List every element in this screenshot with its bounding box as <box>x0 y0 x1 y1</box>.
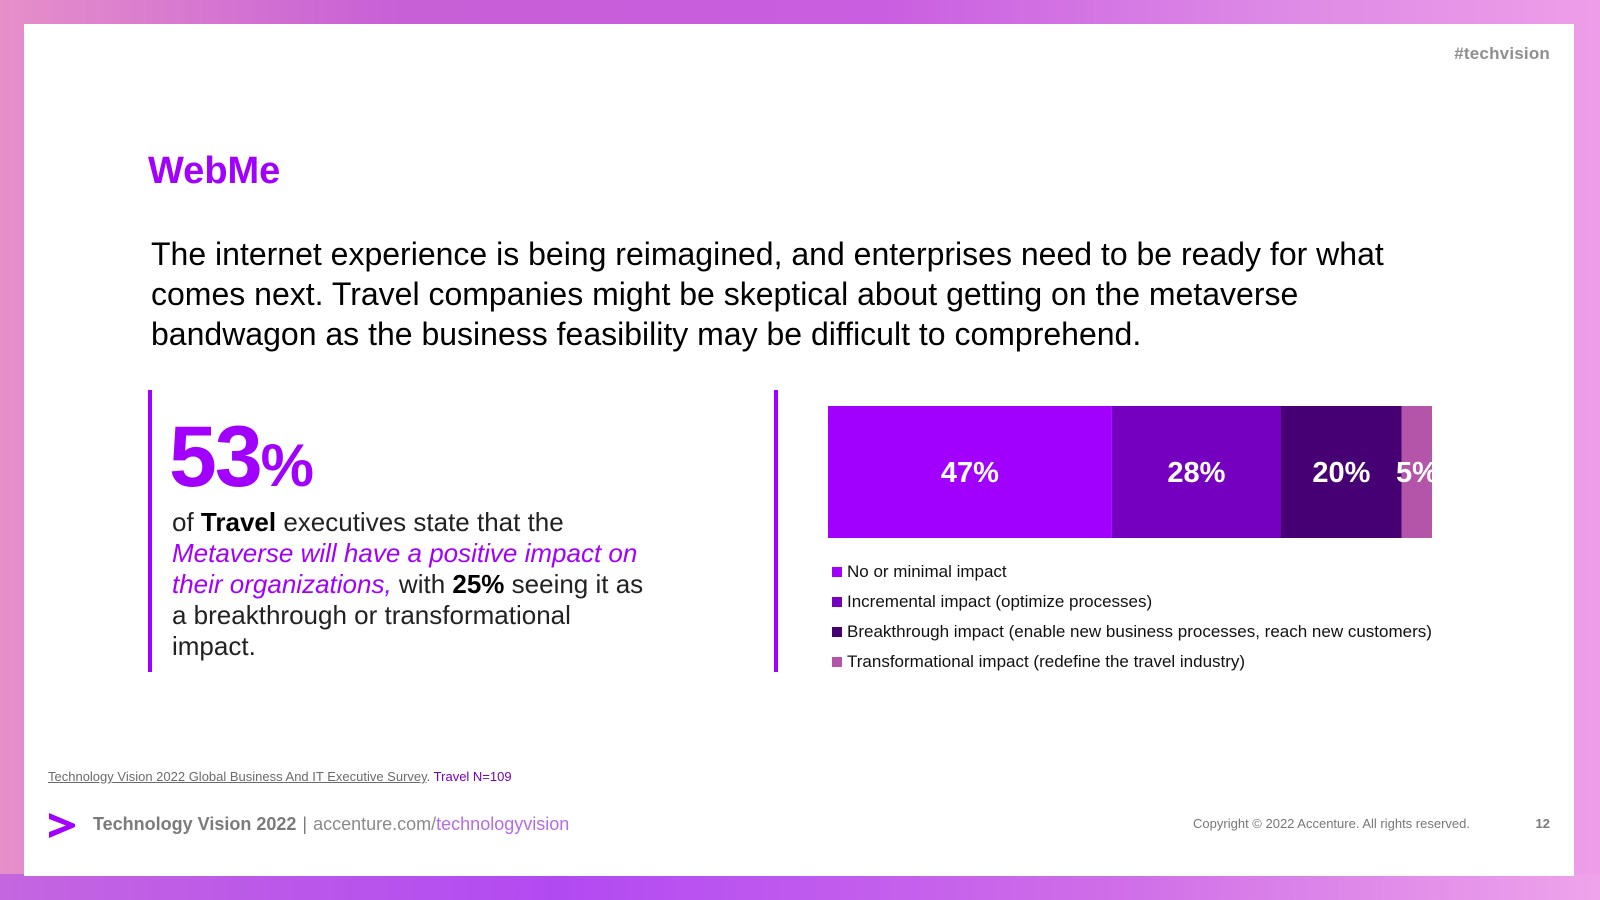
legend-item-transformational-impact-redefine-the-travel-industry: Transformational impact (redefine the tr… <box>832 647 1432 677</box>
legend-label: Breakthrough impact (enable new business… <box>847 622 1432 641</box>
legend-label: Incremental impact (optimize processes) <box>847 592 1153 611</box>
stat-desc-prefix: of <box>172 507 201 537</box>
bar-segment-transformational-impact-redefine-the-travel-industry <box>1401 406 1432 538</box>
stat-desc-mid: executives state that the <box>276 507 564 537</box>
left-accent-rule <box>148 390 152 672</box>
stacked-bar-chart: 47% 28% 20% 5% <box>828 406 1438 538</box>
footer-path[interactable]: technologyvision <box>436 814 570 834</box>
legend-swatch <box>832 627 842 637</box>
footer-domain[interactable]: accenture.com/ <box>313 814 437 834</box>
page-number: 12 <box>1535 816 1550 831</box>
stat-description: of Travel executives state that the Meta… <box>172 507 652 662</box>
frame-gradient-bottom <box>0 874 1600 900</box>
big-stat: 53% <box>169 414 314 500</box>
legend-label: Transformational impact (redefine the tr… <box>847 652 1246 671</box>
source-link[interactable]: Technology Vision 2022 Global Business A… <box>48 769 427 784</box>
legend-item-breakthrough-impact-enable-new-business-processes-reach-new-customers: Breakthrough impact (enable new business… <box>832 617 1432 647</box>
copyright: Copyright © 2022 Accenture. All rights r… <box>1193 816 1470 831</box>
legend-swatch <box>832 657 842 667</box>
source-sample: Travel N=109 <box>433 769 512 784</box>
stat-desc-bold-2: 25% <box>452 569 505 599</box>
legend-swatch <box>832 597 842 607</box>
legend-item-no-or-minimal-impact: No or minimal impact <box>832 557 1432 587</box>
hashtag: #techvision <box>1454 44 1550 63</box>
bar-label-transformational-impact-redefine-the-travel-industry: 5% <box>1396 457 1438 489</box>
page-title: WebMe <box>148 150 281 192</box>
footer-brand-name: Technology Vision 2022 <box>93 814 297 834</box>
legend-item-incremental-impact-optimize-processes: Incremental impact (optimize processes) <box>832 587 1432 617</box>
source-note: Technology Vision 2022 Global Business A… <box>48 769 512 784</box>
bar-segment-breakthrough-impact-enable-new-business-processes-reach-new-customers <box>1281 406 1402 538</box>
stat-desc-bold: Travel <box>200 507 277 537</box>
stat-percent-sign: % <box>260 432 315 499</box>
stat-number: 53 <box>169 409 263 505</box>
footer-brand: Technology Vision 2022 | accenture.com/tec… <box>93 811 569 837</box>
stat-desc-highlight: Metaverse will have a positive impact on… <box>172 538 638 599</box>
footer-separator: | <box>302 814 308 834</box>
bar-label-no-or-minimal-impact: 47% <box>941 457 999 489</box>
legend-swatch <box>832 567 842 577</box>
source-punct: . <box>426 769 434 784</box>
chart-legend: No or minimal impact Incremental impact (… <box>832 557 1432 677</box>
bar-label-incremental-impact-optimize-processes: 28% <box>1167 457 1225 489</box>
bar-label-breakthrough-impact-enable-new-business-processes-reach-new-customers: 20% <box>1312 457 1370 489</box>
legend-label: No or minimal impact <box>847 562 1007 581</box>
slide-card: #techvision WebMe The internet experienc… <box>24 24 1574 876</box>
bar-segment-no-or-minimal-impact <box>828 406 1112 538</box>
accenture-logo-icon <box>49 813 75 838</box>
intro-text: The internet experience is being reimagi… <box>151 236 1384 352</box>
middle-divider-rule <box>774 390 778 672</box>
bar-segment-incremental-impact-optimize-processes <box>1111 406 1281 538</box>
stat-desc-suffix: seeing it as a breakthrough or transform… <box>172 569 644 661</box>
stat-desc-with: with <box>391 569 453 599</box>
